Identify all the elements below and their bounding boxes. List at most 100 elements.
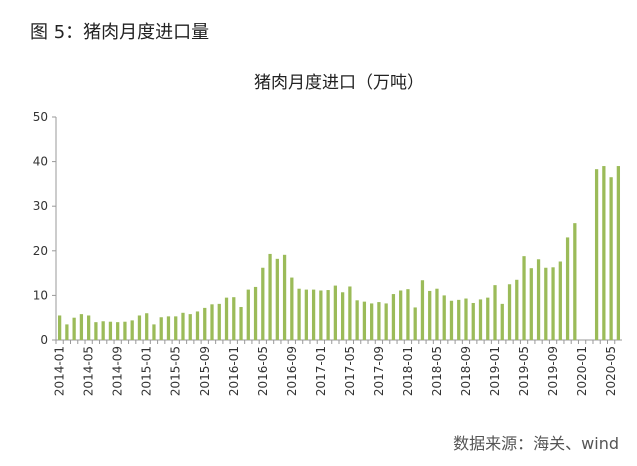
bar-2015-03 <box>159 317 163 340</box>
bar-2019-01 <box>493 285 497 340</box>
x-tick-label: 2020-01 <box>575 346 589 396</box>
bar-2014-12 <box>137 315 142 340</box>
x-tick-label: 2017-05 <box>343 346 357 396</box>
bar-2019-12 <box>573 223 577 340</box>
bar-2016-03 <box>246 289 250 340</box>
bar-2017-07 <box>362 301 367 340</box>
bar-2017-05 <box>348 286 352 340</box>
bar-2018-07 <box>449 300 454 340</box>
bar-2019-08 <box>544 267 548 340</box>
bar-2016-11 <box>304 289 308 340</box>
x-tick-label: 2016-01 <box>227 346 241 396</box>
bar-2015-05 <box>174 316 178 340</box>
bar-2017-01 <box>319 290 323 340</box>
x-tick-label: 2016-09 <box>285 346 299 396</box>
bar-2018-04 <box>428 290 432 340</box>
y-tick-label: 20 <box>33 244 48 258</box>
bar-2014-02 <box>65 324 69 340</box>
bar-2016-07 <box>275 258 279 340</box>
bar-2017-03 <box>333 285 338 340</box>
bar-2018-03 <box>420 280 425 340</box>
bar-2015-04 <box>166 316 171 340</box>
x-tick-label: 2014-01 <box>53 346 67 396</box>
bar-2014-04 <box>79 314 84 340</box>
bar-2015-01 <box>145 313 149 340</box>
bar-2017-11 <box>391 294 396 340</box>
bar-2014-03 <box>72 317 76 340</box>
bar-2015-02 <box>152 324 156 340</box>
bar-2015-11 <box>217 303 221 340</box>
bar-2015-08 <box>195 311 200 340</box>
x-tick-label: 2017-09 <box>372 346 386 396</box>
y-axis: 0 10 20 30 40 50 <box>33 110 57 347</box>
bar-2016-06 <box>268 253 272 340</box>
y-tick-label: 0 <box>40 333 48 347</box>
bar-2014-07 <box>101 321 105 340</box>
x-tick-label: 2017-01 <box>314 346 328 396</box>
bar-2014-01 <box>57 315 62 340</box>
x-tick-label: 2018-01 <box>401 346 415 396</box>
x-axis: 2014-01 2014-05 2014-09 2015-01 2015-05 2015-… <box>53 339 622 396</box>
x-tick-label: 2015-05 <box>169 346 183 396</box>
x-tick-label: 2016-05 <box>256 346 270 396</box>
bar-2015-12 <box>224 297 229 340</box>
bar-2020-03 <box>594 169 599 340</box>
x-tick-label: 2019-05 <box>517 346 531 396</box>
bar-2016-08 <box>282 254 287 340</box>
bar-2016-12 <box>311 289 316 340</box>
bar-2014-08 <box>108 321 113 340</box>
bar-2020-05 <box>609 177 613 340</box>
x-tick-label: 2014-05 <box>82 346 96 396</box>
bar-2016-09 <box>290 277 294 340</box>
bar-2020-04 <box>602 166 606 340</box>
bar-2014-05 <box>87 315 91 340</box>
y-tick-label: 30 <box>33 199 48 213</box>
bar-2015-06 <box>181 312 185 340</box>
x-tick-label: 2018-05 <box>430 346 444 396</box>
bar-2018-10 <box>471 302 475 340</box>
bar-2020-06 <box>616 166 621 340</box>
bar-2017-02 <box>326 290 330 340</box>
y-tick-label: 50 <box>33 110 48 124</box>
bar-2017-10 <box>384 303 388 340</box>
x-tick-label: 2019-01 <box>488 346 502 396</box>
bar-2019-04 <box>515 279 519 340</box>
x-tick-label: 2015-09 <box>198 346 212 396</box>
x-tick-label: 2015-01 <box>140 346 154 396</box>
bar-2017-12 <box>399 290 403 340</box>
bar-2017-06 <box>355 300 359 340</box>
bar-2019-10 <box>558 261 562 340</box>
bar-2018-08 <box>457 299 461 340</box>
bar-2018-06 <box>442 295 446 340</box>
source-note: 数据来源：海关、wind <box>453 434 619 453</box>
x-tick-label: 2018-09 <box>459 346 473 396</box>
bar-2015-07 <box>188 314 192 340</box>
bar-2019-06 <box>529 268 533 340</box>
y-tick-label: 40 <box>33 155 48 169</box>
bar-2019-03 <box>507 284 512 340</box>
bar-2019-07 <box>536 259 541 340</box>
bar-2018-11 <box>478 299 483 340</box>
bar-2016-04 <box>253 286 258 340</box>
bar-2018-01 <box>406 289 410 340</box>
bar-2015-10 <box>210 304 214 340</box>
bar-2017-09 <box>377 302 381 340</box>
bar-2016-02 <box>239 306 243 340</box>
bar-2014-09 <box>116 322 120 340</box>
bar-2016-01 <box>232 297 236 340</box>
figure-caption: 图 5：猪肉月度进口量 <box>30 22 210 43</box>
bar-2014-10 <box>123 321 127 340</box>
y-tick-label: 10 <box>33 288 48 302</box>
bar-2018-02 <box>413 307 417 340</box>
bars-group <box>57 166 621 340</box>
x-tick-label: 2014-09 <box>111 346 125 396</box>
bar-2018-12 <box>486 297 490 340</box>
bar-2014-11 <box>130 320 134 340</box>
bar-2019-11 <box>565 237 570 340</box>
bar-2019-02 <box>500 303 504 340</box>
x-tick-label: 2020-05 <box>604 346 618 396</box>
bar-2014-06 <box>94 322 98 340</box>
bar-2017-04 <box>340 292 345 340</box>
bar-2019-09 <box>551 267 555 340</box>
